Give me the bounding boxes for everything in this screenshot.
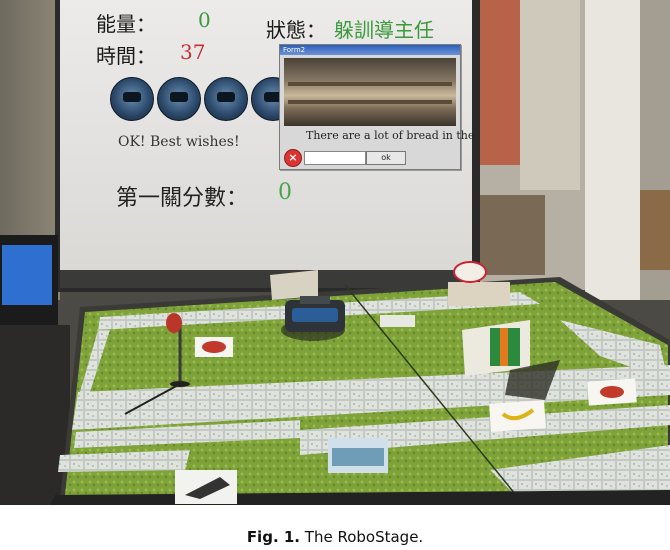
energy-value: 0 <box>198 8 211 32</box>
scene-illustration <box>0 0 670 505</box>
popup-message: There are a lot of bread in the <box>306 129 475 142</box>
bakery-photo <box>284 58 456 126</box>
figure-label: Fig. 1. <box>246 528 300 546</box>
status-value: 躲訓導主任 <box>334 18 434 42</box>
score-value: 0 <box>278 180 292 205</box>
popup-input-field[interactable] <box>304 151 366 165</box>
ok-button[interactable]: ok <box>366 151 406 165</box>
popup-title-bar[interactable]: Form2 <box>280 45 460 55</box>
figure-caption: Fig. 1. The RoboStage. <box>0 528 670 546</box>
status-message: OK! Best wishes! <box>118 134 240 150</box>
shelf-decoration <box>288 82 452 86</box>
time-label: 時間： <box>96 44 156 68</box>
info-popup-window: Form2 There are a lot of bread in the × … <box>279 44 474 170</box>
robot-lives-row <box>110 77 295 121</box>
projected-game-screen: 能量： 0 時間： 37 狀態： 躲訓導主任 OK! Best wishes! … <box>90 0 474 278</box>
figure-caption-text: The RoboStage. <box>304 528 424 546</box>
robot-life-icon <box>157 77 201 121</box>
robostage-photo: 能量： 0 時間： 37 狀態： 躲訓導主任 OK! Best wishes! … <box>0 0 670 505</box>
robot-life-icon <box>110 77 154 121</box>
shelf-decoration <box>288 100 452 104</box>
robot-life-icon <box>204 77 248 121</box>
close-icon[interactable]: × <box>284 149 302 167</box>
score-label: 第一關分數： <box>116 186 249 211</box>
time-value: 37 <box>180 40 206 64</box>
status-label: 狀態： <box>266 18 326 42</box>
energy-label: 能量： <box>96 12 156 36</box>
